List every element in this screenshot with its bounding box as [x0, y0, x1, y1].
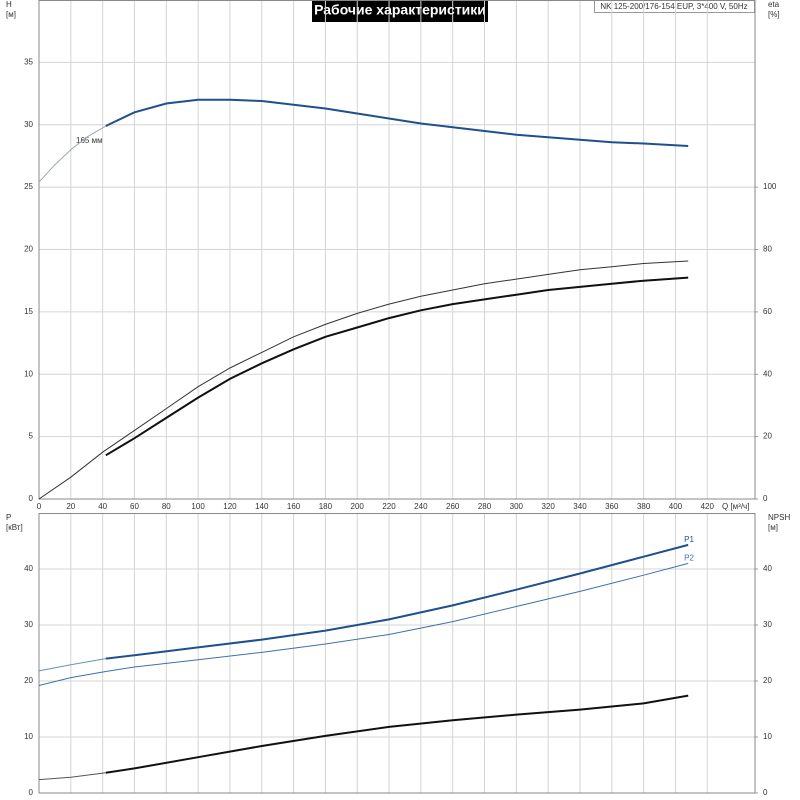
- y2-tick-label: 20: [763, 676, 772, 685]
- series-line: [105, 694, 689, 774]
- series-line: [38, 772, 106, 781]
- y-axis-label: H: [6, 0, 12, 9]
- x-tick-label: 300: [510, 502, 524, 511]
- y2-tick-label: 10: [763, 732, 772, 741]
- y2-tick-label: 40: [763, 369, 772, 378]
- x-tick-label: 420: [701, 502, 715, 511]
- x-tick-label: 220: [382, 502, 396, 511]
- x-tick-label: 40: [98, 502, 107, 511]
- annotation: 165 мм: [76, 136, 103, 145]
- x-axis-label: Q [м³/ч]: [722, 502, 749, 511]
- y-tick-label: 30: [24, 620, 33, 629]
- x-tick-label: 80: [162, 502, 171, 511]
- y-tick-label: 15: [24, 307, 33, 316]
- y2-axis-unit: [%]: [768, 10, 780, 19]
- x-tick-label: 240: [414, 502, 428, 511]
- x-tick-label: 120: [223, 502, 237, 511]
- y2-axis-unit: [м]: [768, 523, 778, 532]
- series-line: [105, 543, 689, 660]
- plot-frame: [38, 0, 756, 500]
- y2-tick-label: 0: [763, 494, 768, 503]
- series-line: [38, 125, 107, 183]
- y2-tick-label: 20: [763, 432, 772, 441]
- x-tick-label: 280: [478, 502, 492, 511]
- y-tick-label: 30: [24, 120, 33, 129]
- y-axis-label: P: [6, 513, 11, 522]
- y-tick-label: 5: [29, 432, 34, 441]
- y2-tick-label: 80: [763, 245, 772, 254]
- y-tick-label: 20: [24, 245, 33, 254]
- y-tick-label: 35: [24, 57, 33, 66]
- y-axis-unit: [кВт]: [6, 523, 23, 532]
- x-tick-label: 20: [66, 502, 75, 511]
- series-label: P2: [684, 554, 694, 563]
- y-tick-label: 40: [24, 564, 33, 573]
- y2-tick-label: 30: [763, 620, 772, 629]
- y2-tick-label: 0: [763, 788, 768, 797]
- y-tick-label: 25: [24, 182, 33, 191]
- y-tick-label: 0: [29, 494, 34, 503]
- series-line: [105, 276, 689, 457]
- plot-frame: [38, 513, 756, 794]
- x-tick-label: 340: [573, 502, 587, 511]
- series-line: [105, 98, 689, 147]
- series-line: [38, 658, 106, 672]
- x-tick-label: 140: [255, 502, 269, 511]
- chart-title: Рабочие характеристики: [314, 2, 486, 18]
- y2-axis-label: eta: [768, 0, 780, 9]
- y-tick-label: 10: [24, 732, 33, 741]
- y2-axis-label: NPSH: [768, 513, 790, 522]
- x-tick-label: 180: [319, 502, 333, 511]
- y2-tick-label: 100: [763, 182, 777, 191]
- x-tick-label: 380: [637, 502, 651, 511]
- x-tick-label: 100: [191, 502, 205, 511]
- y-tick-label: 10: [24, 369, 33, 378]
- x-tick-label: 200: [351, 502, 365, 511]
- y-axis-unit: [м]: [6, 10, 16, 19]
- x-tick-label: 400: [669, 502, 683, 511]
- series-label: P1: [684, 535, 694, 544]
- y2-tick-label: 60: [763, 307, 772, 316]
- y2-tick-label: 40: [763, 564, 772, 573]
- series-line: [38, 260, 689, 500]
- series-line: [38, 562, 689, 686]
- x-tick-label: 60: [130, 502, 139, 511]
- info-text: NK 125-200/176-154 EUP, 3*400 V, 50Hz: [600, 2, 747, 11]
- x-tick-label: 320: [541, 502, 555, 511]
- x-tick-label: 260: [446, 502, 460, 511]
- x-tick-label: 0: [37, 502, 42, 511]
- y-tick-label: 0: [29, 788, 34, 797]
- x-tick-label: 360: [605, 502, 619, 511]
- y-tick-label: 20: [24, 676, 33, 685]
- x-tick-label: 160: [287, 502, 301, 511]
- title-box: [312, 0, 488, 22]
